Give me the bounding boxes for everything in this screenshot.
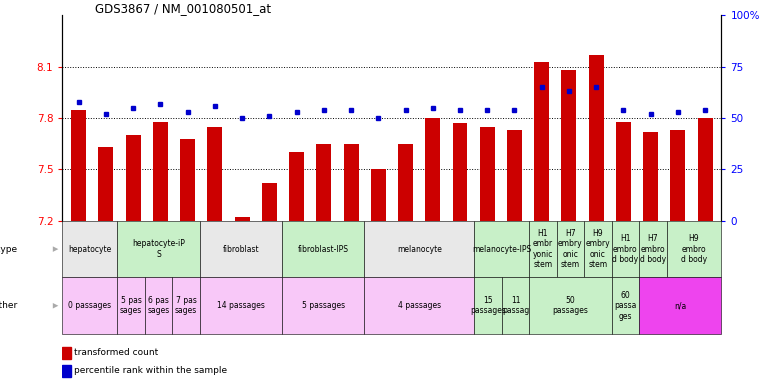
Text: H9
embro
d body: H9 embro d body	[681, 234, 707, 264]
Text: hepatocyte: hepatocyte	[68, 245, 111, 253]
Bar	[282, 277, 365, 334]
Bar	[117, 277, 145, 334]
Text: H7
embro
d body: H7 embro d body	[640, 234, 666, 264]
Bar	[365, 221, 474, 277]
Text: other: other	[0, 301, 18, 310]
Bar	[501, 277, 529, 334]
Text: percentile rank within the sample: percentile rank within the sample	[74, 366, 227, 376]
Bar	[639, 221, 667, 277]
Bar	[698, 118, 712, 221]
Text: GDS3867 / NM_001080501_at: GDS3867 / NM_001080501_at	[95, 2, 272, 15]
Bar	[126, 135, 141, 221]
Bar	[117, 221, 199, 277]
Bar	[639, 277, 721, 334]
Text: transformed count: transformed count	[74, 348, 158, 358]
Bar	[534, 61, 549, 221]
Bar	[398, 144, 413, 221]
Text: 11
passag: 11 passag	[501, 296, 529, 316]
Bar	[317, 144, 331, 221]
Bar	[172, 277, 199, 334]
Bar	[479, 127, 495, 221]
Bar	[62, 277, 117, 334]
Bar	[562, 70, 576, 221]
Bar	[616, 121, 631, 221]
Bar	[234, 217, 250, 221]
Text: fibroblast: fibroblast	[222, 245, 260, 253]
Bar	[98, 147, 113, 221]
Bar	[529, 277, 612, 334]
Bar	[474, 221, 529, 277]
Bar	[208, 127, 222, 221]
Text: fibroblast-IPS: fibroblast-IPS	[298, 245, 349, 253]
Bar	[180, 139, 195, 221]
Bar	[145, 277, 172, 334]
Text: H1
embr
yonic
stem: H1 embr yonic stem	[533, 229, 553, 269]
Text: n/a: n/a	[674, 301, 686, 310]
Text: 0 passages: 0 passages	[68, 301, 111, 310]
Bar	[612, 221, 639, 277]
Bar	[199, 277, 282, 334]
Text: melanocyte-IPS: melanocyte-IPS	[472, 245, 531, 253]
Text: 6 pas
sages: 6 pas sages	[148, 296, 170, 316]
Bar	[62, 221, 117, 277]
Text: H1
embro
d body: H1 embro d body	[613, 234, 638, 264]
Bar	[343, 144, 358, 221]
Text: 15
passages: 15 passages	[470, 296, 506, 316]
Bar	[556, 221, 584, 277]
Text: 7 pas
sages: 7 pas sages	[175, 296, 197, 316]
Text: H9
embry
onic
stem: H9 embry onic stem	[585, 229, 610, 269]
Bar	[529, 221, 556, 277]
Bar	[584, 221, 612, 277]
Bar	[282, 221, 365, 277]
Bar	[289, 152, 304, 221]
Text: hepatocyte-iP
S: hepatocyte-iP S	[132, 239, 185, 259]
Bar	[62, 365, 71, 377]
Bar	[667, 221, 721, 277]
Text: 60
passa
ges: 60 passa ges	[614, 291, 636, 321]
Text: 5 pas
sages: 5 pas sages	[120, 296, 142, 316]
Text: cell type: cell type	[0, 245, 18, 253]
Text: H7
embry
onic
stem: H7 embry onic stem	[558, 229, 583, 269]
Bar	[262, 183, 277, 221]
Bar	[62, 347, 71, 359]
Bar	[670, 130, 686, 221]
Bar	[72, 109, 86, 221]
Bar	[589, 55, 603, 221]
Bar	[453, 123, 467, 221]
Text: 5 passages: 5 passages	[301, 301, 345, 310]
Text: 50
passages: 50 passages	[552, 296, 588, 316]
Bar	[643, 132, 658, 221]
Bar	[365, 277, 474, 334]
Bar	[612, 277, 639, 334]
Text: 14 passages: 14 passages	[217, 301, 265, 310]
Text: 4 passages: 4 passages	[398, 301, 441, 310]
Bar	[474, 277, 501, 334]
Bar	[371, 169, 386, 221]
Bar	[153, 121, 168, 221]
Text: melanocyte: melanocyte	[397, 245, 442, 253]
Bar	[199, 221, 282, 277]
Bar	[425, 118, 441, 221]
Bar	[507, 130, 522, 221]
